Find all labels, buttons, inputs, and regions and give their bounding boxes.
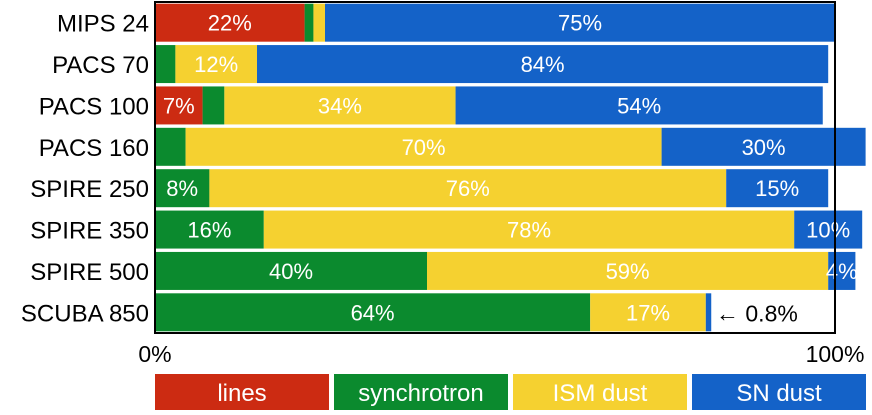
data-label: 22% xyxy=(208,11,252,36)
data-label: 70% xyxy=(402,135,446,160)
data-label: 16% xyxy=(187,218,231,243)
bar-scuba-850-synchrotron xyxy=(155,293,591,332)
data-label: 12% xyxy=(194,52,238,77)
data-label: 4% xyxy=(826,259,858,284)
bar-scuba-850-ism-dust xyxy=(590,293,706,332)
category-label: PACS 100 xyxy=(39,93,149,120)
data-label: 84% xyxy=(521,52,565,77)
category-label: SCUBA 850 xyxy=(21,300,149,327)
category-label: PACS 70 xyxy=(52,52,149,79)
data-label: 30% xyxy=(742,135,786,160)
bar-mips-24-ism-dust xyxy=(313,3,325,42)
bar-spire-350-ism-dust xyxy=(263,210,795,249)
data-label: 17% xyxy=(626,300,670,325)
bar-mips-24-sn-dust xyxy=(325,3,835,42)
data-label: 40% xyxy=(269,259,313,284)
bar-spire-350-sn-dust xyxy=(794,210,863,249)
data-label: 7% xyxy=(163,93,195,118)
bar-pacs-100-ism-dust xyxy=(224,86,456,125)
data-label: 64% xyxy=(351,300,395,325)
legend-label-lines: lines xyxy=(217,380,266,407)
bar-spire-500-synchrotron xyxy=(155,251,427,290)
category-label: SPIRE 500 xyxy=(30,259,149,286)
bar-scuba-850-sn-dust xyxy=(705,293,712,332)
bar-spire-500-sn-dust xyxy=(828,251,856,290)
bar-spire-250-sn-dust xyxy=(726,169,829,208)
annotation-label: ← 0.8% xyxy=(716,300,798,326)
data-label: 75% xyxy=(558,11,602,36)
legend-swatch-sn-dust xyxy=(692,374,866,410)
category-label: PACS 160 xyxy=(39,135,149,162)
data-label: 15% xyxy=(755,176,799,201)
bar-spire-250-synchrotron xyxy=(155,169,210,208)
legend-swatch-ism-dust xyxy=(513,374,687,410)
data-label: 54% xyxy=(617,93,661,118)
legend-label-sn-dust: SN dust xyxy=(736,380,822,407)
data-label: 78% xyxy=(507,218,551,243)
category-label: MIPS 24 xyxy=(57,11,149,38)
bar-mips-24-synchrotron xyxy=(304,3,314,42)
bar-spire-250-ism-dust xyxy=(209,169,727,208)
bar-pacs-70-synchrotron xyxy=(155,45,176,84)
bar-spire-500-ism-dust xyxy=(427,251,829,290)
category-label: SPIRE 250 xyxy=(30,176,149,203)
data-label: 59% xyxy=(606,259,650,284)
bar-spire-350-synchrotron xyxy=(155,210,264,249)
data-label: 8% xyxy=(166,176,198,201)
legend-label-ism-dust: ISM dust xyxy=(553,380,648,407)
data-label: 76% xyxy=(446,176,490,201)
legend-swatch-synchrotron xyxy=(334,374,508,410)
bar-mips-24-lines xyxy=(155,3,305,42)
bar-pacs-70-ism-dust xyxy=(175,45,257,84)
data-label: 10% xyxy=(806,218,850,243)
bar-pacs-70-sn-dust xyxy=(257,45,829,84)
plot-frame xyxy=(154,1,836,334)
legend-swatch-lines xyxy=(155,374,329,410)
data-label: 34% xyxy=(318,93,362,118)
legend-label-synchrotron: synchrotron xyxy=(358,380,483,407)
bar-pacs-100-synchrotron xyxy=(202,86,225,125)
x-tick-label: 100% xyxy=(806,341,865,367)
bar-pacs-100-sn-dust xyxy=(455,86,823,125)
bar-pacs-160-sn-dust xyxy=(661,127,866,166)
x-tick-label: 0% xyxy=(138,341,171,367)
category-label: SPIRE 350 xyxy=(30,218,149,245)
bar-pacs-160-ism-dust xyxy=(185,127,662,166)
bar-pacs-100-lines xyxy=(155,86,203,125)
bar-pacs-160-synchrotron xyxy=(155,127,186,166)
